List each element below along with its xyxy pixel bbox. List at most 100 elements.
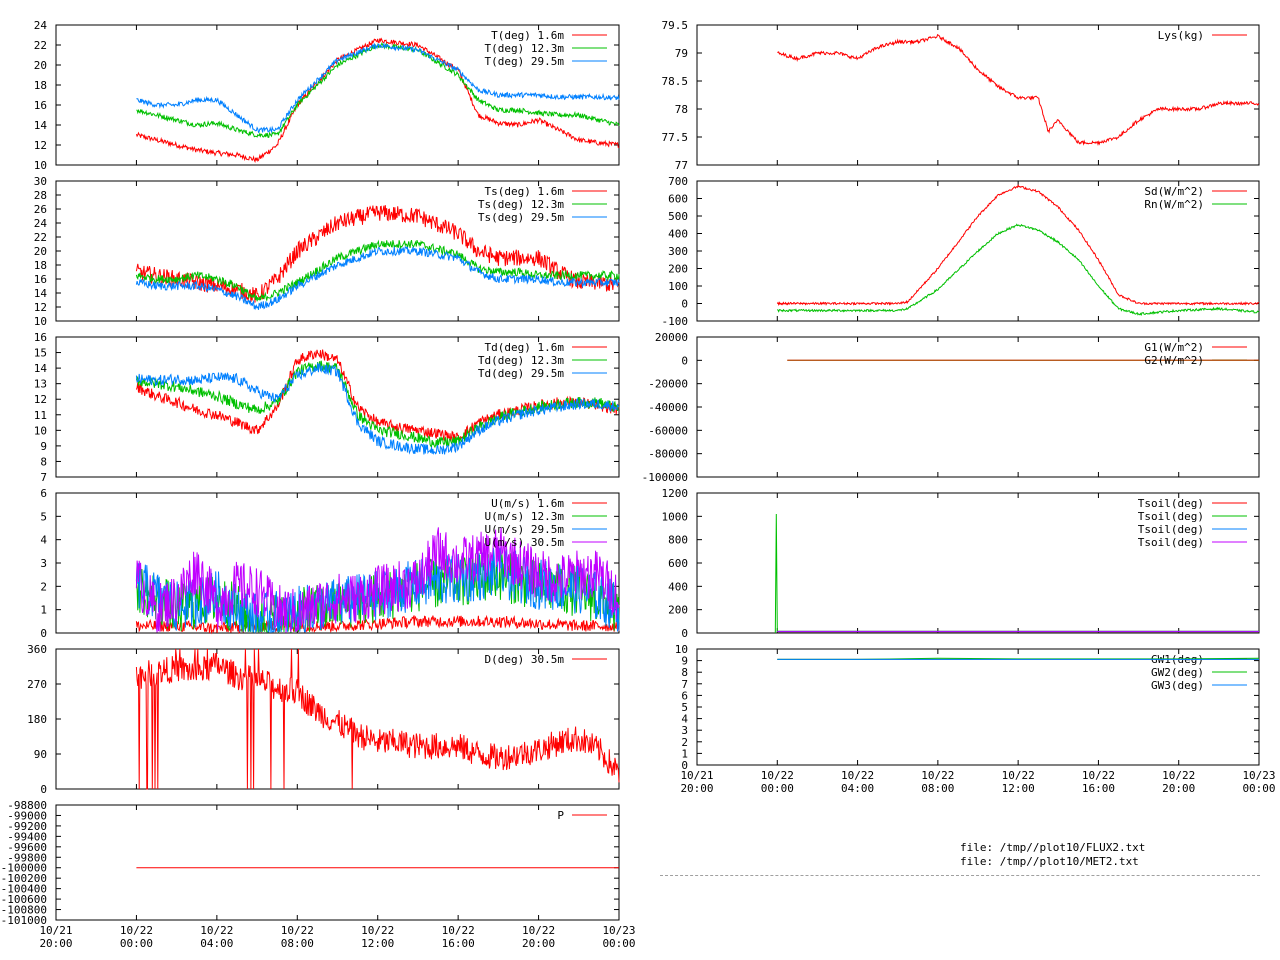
x-tick-time: 00:00 <box>1242 782 1275 795</box>
y-tick-label: 14 <box>34 287 48 300</box>
y-tick-label: 16 <box>34 331 47 344</box>
y-tick-label: 11 <box>34 409 47 422</box>
y-tick-label: 800 <box>668 534 688 547</box>
y-tick-label: 300 <box>668 245 688 258</box>
y-tick-label: 2 <box>40 580 47 593</box>
x-tick-date: 10/22 <box>442 924 475 937</box>
y-tick-label: 22 <box>34 39 47 52</box>
y-tick-label: -60000 <box>648 424 688 437</box>
x-tick-time: 00:00 <box>761 782 794 795</box>
x-tick-date: 10/22 <box>921 769 954 782</box>
y-tick-label: 400 <box>668 580 688 593</box>
y-tick-label: -100800 <box>1 904 47 917</box>
y-tick-label: 7 <box>40 471 47 484</box>
y-tick-label: 9 <box>681 655 688 668</box>
y-tick-label: -40000 <box>648 401 688 414</box>
y-tick-label: 20 <box>34 245 47 258</box>
y-tick-label: -101000 <box>1 914 47 927</box>
y-tick-label: 6 <box>681 689 688 702</box>
series-line <box>135 614 620 635</box>
y-tick-label: -80000 <box>648 448 688 461</box>
y-tick-label: 600 <box>668 193 688 206</box>
x-tick-date: 10/23 <box>1242 769 1275 782</box>
y-tick-label: -100600 <box>1 893 47 906</box>
y-tick-label: 5 <box>681 701 688 714</box>
x-tick-time: 00:00 <box>602 937 635 950</box>
y-tick-label: 3 <box>40 557 47 570</box>
y-tick-label: -98800 <box>7 799 47 812</box>
y-tick-label: 180 <box>27 713 47 726</box>
legend-label: U(m/s) 1.6m <box>491 497 564 510</box>
legend-label: Sd(W/m^2) <box>1144 185 1204 198</box>
series-line <box>776 223 1260 317</box>
legend-label: T(deg) 12.3m <box>485 42 565 55</box>
chart-soil-temperature: 020040060080010001200Tsoil(deg)Tsoil(deg… <box>662 487 1260 640</box>
chart-wind-direction: 0 90 180 270 360 D(deg) 30.5m <box>27 643 620 796</box>
x-tick-date: 10/22 <box>1162 769 1195 782</box>
y-tick-label: -99400 <box>7 830 47 843</box>
y-tick-label: 30 <box>34 175 47 188</box>
legend-label: P <box>557 809 564 822</box>
x-tick-date: 10/22 <box>361 924 394 937</box>
series-line <box>135 527 620 633</box>
x-tick-date: 10/22 <box>522 924 555 937</box>
y-tick-label: 9 <box>40 440 47 453</box>
y-tick-label: 16 <box>34 99 47 112</box>
y-tick-label: 79 <box>675 47 688 60</box>
legend-label: Rn(W/m^2) <box>1144 198 1204 211</box>
y-tick-label: 0 <box>40 627 47 640</box>
y-tick-label: 200 <box>668 604 688 617</box>
y-tick-label: 8 <box>681 666 688 679</box>
y-tick-label: 20000 <box>655 331 688 344</box>
y-tick-label: 4 <box>681 713 688 726</box>
plot-frame <box>55 804 620 921</box>
series-line <box>135 362 620 456</box>
x-tick-time: 12:00 <box>1002 782 1035 795</box>
y-tick-label: 7 <box>681 678 688 691</box>
y-tick-label: 1 <box>681 747 688 760</box>
y-tick-label: 12 <box>34 301 47 314</box>
x-tick-date: 10/22 <box>200 924 233 937</box>
legend-label: Td(deg) 12.3m <box>478 354 564 367</box>
x-tick-time: 16:00 <box>1082 782 1115 795</box>
legend-label: T(deg) 29.5m <box>485 55 565 68</box>
chart-pressure: -101000-100800-100600-100400-100200-1000… <box>1 799 636 950</box>
y-tick-label: 600 <box>668 557 688 570</box>
y-tick-label: 24 <box>34 217 48 230</box>
x-tick-time: 16:00 <box>442 937 475 950</box>
y-tick-label: -99000 <box>7 809 47 822</box>
y-tick-label: 0 <box>681 298 688 311</box>
y-tick-label: 12 <box>34 393 47 406</box>
y-tick-label: 14 <box>34 119 48 132</box>
y-tick-label: 15 <box>34 347 47 360</box>
legend-label: Td(deg) 29.5m <box>478 367 564 380</box>
legend-label: Ts(deg) 12.3m <box>478 198 564 211</box>
y-tick-label: 360 <box>27 643 47 656</box>
legend-label: T(deg) 1.6m <box>491 29 564 42</box>
y-tick-label: -100 <box>662 315 689 328</box>
y-tick-label: -99800 <box>7 851 47 864</box>
y-tick-label: 10 <box>34 424 47 437</box>
x-tick-time: 04:00 <box>200 937 233 950</box>
y-tick-label: 18 <box>34 79 47 92</box>
legend-label: GW2(deg) <box>1151 666 1204 679</box>
series-line <box>135 360 619 449</box>
y-tick-label: 1 <box>40 604 47 617</box>
series-line <box>135 37 620 163</box>
y-tick-label: 1200 <box>662 487 689 500</box>
legend-label: Tsoil(deg) <box>1138 510 1204 523</box>
x-tick-time: 08:00 <box>281 937 314 950</box>
y-tick-label: 10 <box>675 643 688 656</box>
y-tick-label: 500 <box>668 210 688 223</box>
y-tick-label: -100400 <box>1 883 47 896</box>
y-tick-label: 14 <box>34 362 48 375</box>
legend-label: Tsoil(deg) <box>1138 497 1204 510</box>
x-tick-date: 10/22 <box>281 924 314 937</box>
legend-label: Td(deg) 1.6m <box>485 341 565 354</box>
legend-label: U(m/s) 29.5m <box>485 523 565 536</box>
y-tick-label: 77.5 <box>662 131 689 144</box>
x-tick-time: 20:00 <box>680 782 713 795</box>
y-tick-label: 18 <box>34 259 47 272</box>
